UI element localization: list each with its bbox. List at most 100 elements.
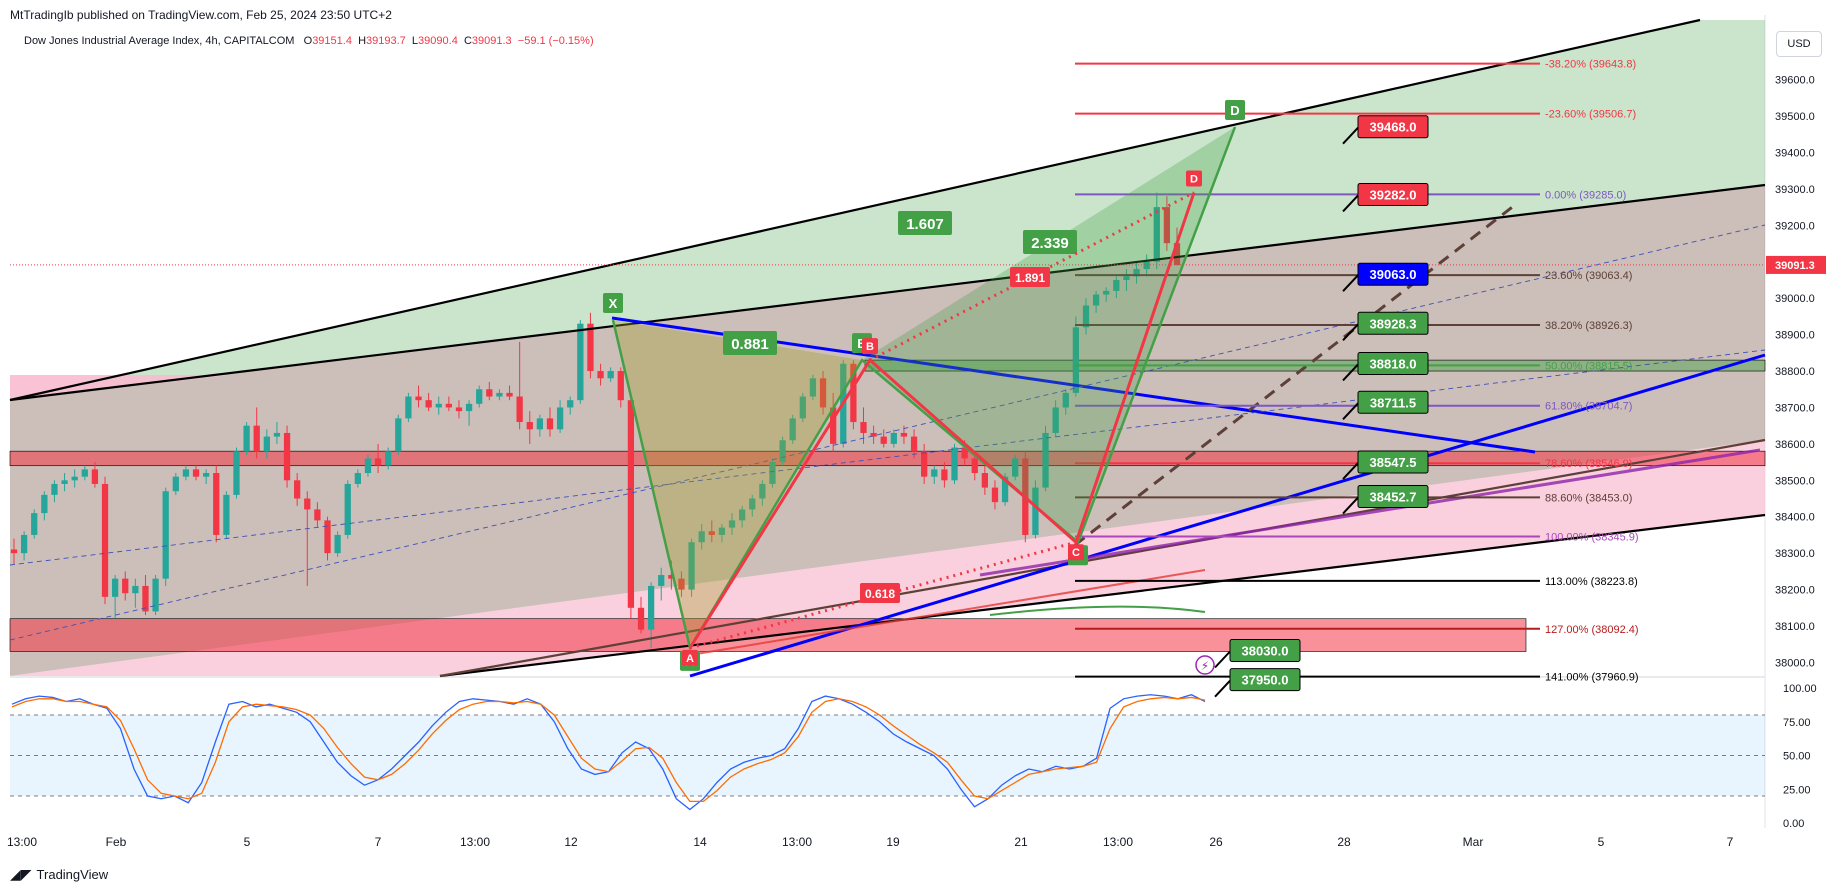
green-point-label: D [1230,103,1239,118]
channel-bottom-line [439,513,1766,678]
price-box-leader [1342,363,1359,382]
red-point-label: D [1190,174,1198,186]
oscillator-tick-label: 75.00 [1783,717,1811,729]
currency-button[interactable]: USD [1776,31,1822,57]
candle-body [1163,207,1171,244]
y-axis-tick-label: 38400.0 [1775,512,1815,524]
oscillator-tick-label: 25.00 [1783,784,1811,796]
price-box-label: 39063.0 [1370,267,1417,282]
y-axis-tick-label: 38600.0 [1775,439,1815,451]
y-axis-tick-label: 38700.0 [1775,402,1815,414]
green-channel-fill [10,20,1765,400]
candle-body [951,447,958,481]
candle-body [425,400,432,408]
price-box-leader [1342,496,1359,515]
oscillator-tick-label: 50.00 [1783,751,1811,763]
candle-body [283,432,291,481]
candle-body [415,396,422,401]
price-box [1357,390,1429,414]
fib-level-label: 100.00% (38345.9) [1545,531,1639,543]
candle-body [931,469,938,477]
candle-body [860,422,867,433]
y-axis-tick-label: 38500.0 [1775,475,1815,487]
candle-body [1062,392,1069,408]
candle-body [314,509,321,521]
low-value: 39090.4 [418,35,458,47]
fib-level-label: 127.00% (38092.4) [1545,624,1639,636]
open-label: O [303,35,313,47]
x-axis-tick-label: 5 [1598,835,1605,849]
y-axis-tick-label: 38000.0 [1775,657,1815,669]
fib-level-label: 78.60% (38546.9) [1545,458,1632,470]
x-axis-tick-label: 7 [375,835,382,849]
candle-body [263,436,270,452]
candle-body [243,425,250,452]
candle-body [273,432,281,437]
candle-body [779,440,786,463]
candle-body [374,458,382,466]
blue-rising-line [689,353,1766,678]
red-point-marker [1186,170,1202,187]
candle-body [799,396,806,419]
channel-mid-line [9,183,1766,402]
candle-body [1052,407,1059,433]
oscillator-tick-label: 0.00 [1783,818,1804,830]
candle-body [405,396,412,419]
y-axis-tick-label: 39500.0 [1775,111,1815,123]
price-box [1357,351,1429,375]
red-point-marker [1068,544,1084,561]
candle-body [162,491,169,579]
price-box-leader [1342,402,1359,420]
candle-body [991,487,999,503]
candle-body [1092,294,1100,306]
y-axis-tick-label: 38200.0 [1775,585,1815,597]
candle-body [213,473,220,535]
open-value: 39151.4 [312,35,352,47]
y-axis-tick-label: 39000.0 [1775,293,1815,305]
candle-body [708,531,715,535]
red-support-line [689,569,1206,656]
candle-body [819,378,827,408]
red-ratio-label: 1.891 [1015,271,1045,285]
candle-body [647,585,655,630]
high-value: 39193.7 [366,35,406,47]
candle-body [1103,290,1110,295]
x-axis-tick-label: 28 [1337,835,1351,849]
fib-level-label: 113.00% (38223.8) [1545,576,1638,588]
candle-body [850,363,857,423]
candle-body [678,578,685,590]
candle-body [688,542,695,590]
stochastic-line [11,696,1206,803]
candle-body [91,469,99,484]
price-box-leader [1214,650,1231,669]
candle-body [627,400,635,608]
candle-body [354,473,361,484]
price-box [1357,115,1429,139]
price-box-leader [1342,127,1359,145]
y-axis-tick-label: 38900.0 [1775,330,1815,342]
green-ratio-label: 0.881 [731,336,769,353]
green-ratio-box [898,211,952,235]
channel-top-line [9,18,1701,402]
candle-body [830,407,837,444]
candle-body [587,323,594,372]
lightning-icon-glyph: ⚡ [1201,659,1209,673]
last-price-badge [1766,255,1826,274]
footer-brand[interactable]: ◢◤ TradingView [10,866,108,883]
candle-body [1082,305,1090,328]
candle-body [445,403,452,408]
candle-body [1072,327,1080,393]
candle-body [577,323,584,401]
price-box [1357,485,1429,509]
candle-body [1123,276,1130,280]
price-box [1357,262,1429,286]
red-ratio-box [860,583,900,603]
candle-body [617,371,624,401]
green-point-marker [603,293,623,314]
x-axis-tick-label: 12 [564,835,578,849]
candle-body [31,513,38,535]
x-axis-tick-label: 5 [244,835,251,849]
candle-body [668,575,675,579]
candle-body [223,494,230,535]
